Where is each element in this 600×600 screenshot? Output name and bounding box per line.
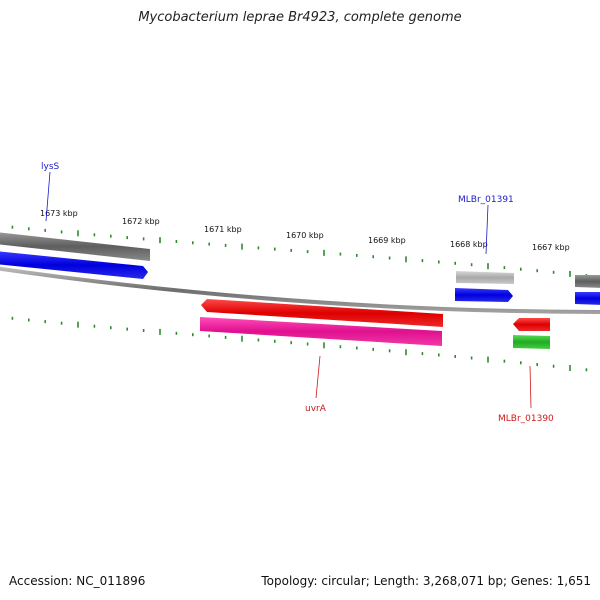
- gene-lightgray[interactable]: [456, 271, 514, 284]
- accession-text: Accession: NC_011896: [9, 574, 146, 588]
- tick-label-1668: 1668 kbp: [450, 240, 488, 249]
- map-title: Mycobacterium leprae Br4923, complete ge…: [138, 10, 462, 25]
- tick-label-1673: 1673 kbp: [40, 209, 78, 218]
- label-mlbr01391: MLBr_01391: [458, 195, 514, 205]
- tick-label-1670: 1670 kbp: [286, 231, 324, 240]
- label-uvrA: uvrA: [305, 404, 327, 414]
- uvrA-connector: [315, 355, 321, 399]
- gene-pink[interactable]: [200, 317, 442, 346]
- label-lysS: lysS: [41, 162, 60, 172]
- gene-green[interactable]: [513, 335, 550, 349]
- gene-gray-left[interactable]: [0, 232, 150, 261]
- gene-uvrA[interactable]: [201, 299, 443, 327]
- lysS-connector: [45, 171, 51, 222]
- tick-label-1667: 1667 kbp: [532, 243, 570, 252]
- lower-tick-ring: [11, 316, 588, 372]
- gene-lysS[interactable]: [0, 251, 148, 279]
- gene-mlbr01390[interactable]: [513, 318, 550, 331]
- mlbr01390-connector: [529, 365, 532, 409]
- tick-label-1672: 1672 kbp: [122, 217, 160, 226]
- label-mlbr01390: MLBr_01390: [498, 414, 554, 424]
- genome-summary-text: Topology: circular; Length: 3,268,071 bp…: [261, 574, 591, 588]
- mlbr01391-connector: [485, 204, 489, 255]
- tick-label-1671: 1671 kbp: [204, 225, 242, 234]
- gene-gray-right[interactable]: [575, 275, 600, 288]
- gene-mlbr01391[interactable]: [455, 288, 513, 302]
- upper-tick-ring: [11, 225, 588, 278]
- gene-blue-right[interactable]: [575, 292, 600, 305]
- tick-label-1669: 1669 kbp: [368, 236, 406, 245]
- genome-backbone: [0, 266, 600, 314]
